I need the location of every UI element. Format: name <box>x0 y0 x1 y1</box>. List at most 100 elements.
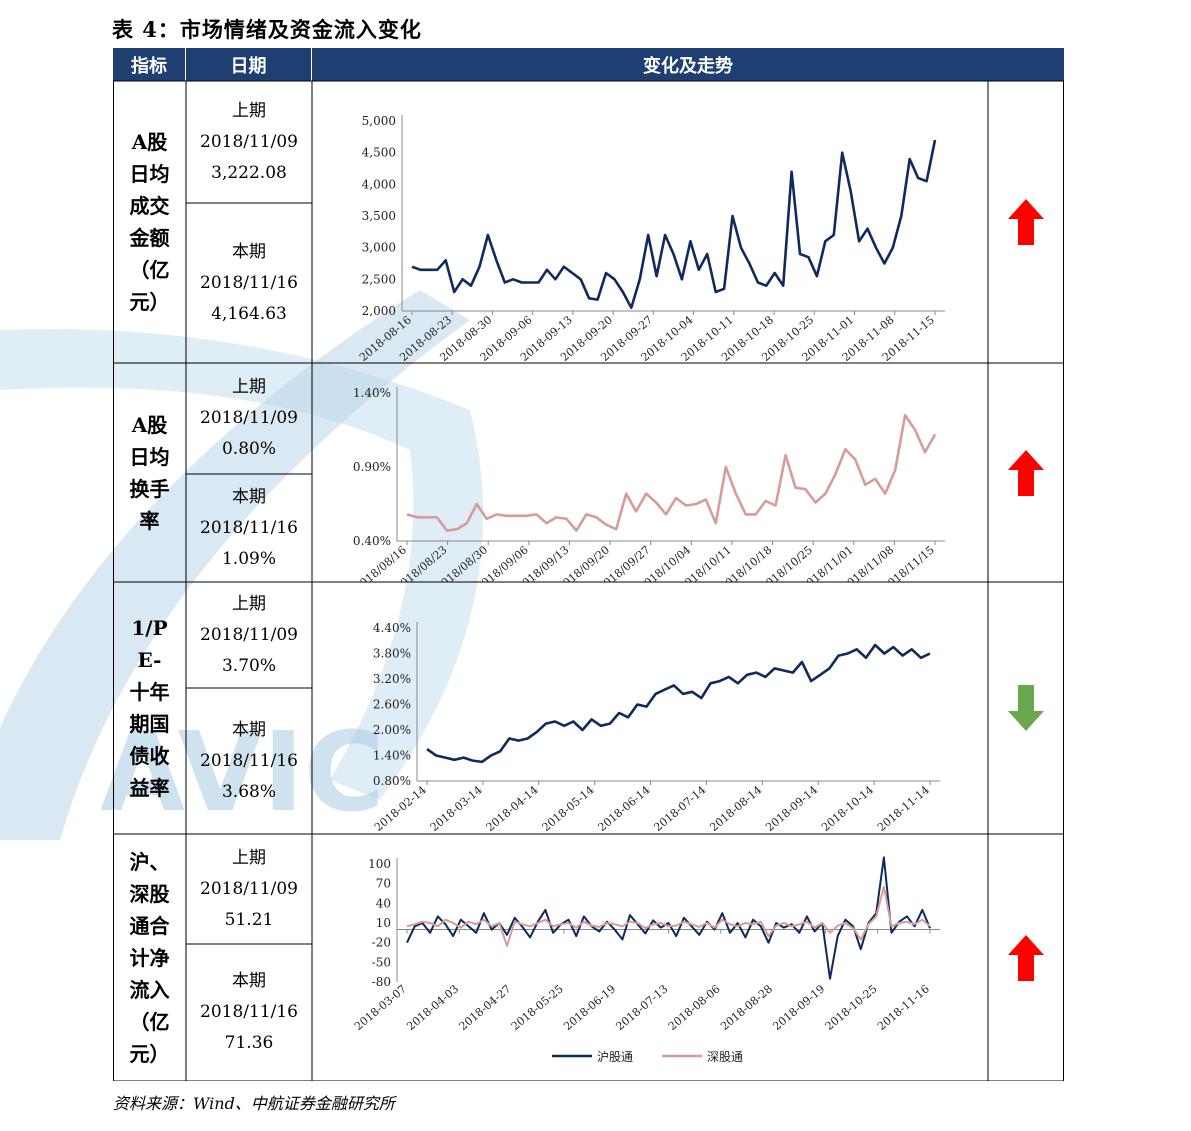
x-tick-label: 2018-08-06 <box>666 982 723 1033</box>
x-tick-label: 2018-02-14 <box>372 783 429 834</box>
x-tick-label: 2018-04-14 <box>484 783 541 834</box>
indicator-pe-spread: 1/PE-十年期国债收益率 <box>129 616 170 800</box>
table-title: 表 4：市场情绪及资金流入变化 <box>112 17 422 42</box>
prev-value: 51.21 <box>224 909 274 930</box>
y-tick-label: 0.80% <box>373 774 411 788</box>
header-trend: 变化及走势 <box>312 48 1064 81</box>
y-tick-label: 4,500 <box>362 146 396 160</box>
table-grid <box>113 80 1064 1081</box>
curr-label: 本期 <box>232 241 266 262</box>
x-tick-label: 2018-09-19 <box>770 982 827 1033</box>
prev-value: 3.70% <box>221 655 276 676</box>
prev-date: 2018/11/09 <box>200 878 298 899</box>
x-tick-label: 2018-10-14 <box>819 783 876 834</box>
source-note: 资料来源：Wind、中航证券金融研究所 <box>113 1094 395 1113</box>
arrow-up-shape <box>1008 449 1044 496</box>
trend-up-arrow-icon <box>1008 199 1044 245</box>
x-tick-label: 2018-05-25 <box>509 982 566 1033</box>
prev-value: 0.80% <box>221 439 276 459</box>
x-tick-label: 2018-04-03 <box>404 982 461 1033</box>
indicator-turnover: A股日均成交金额（亿元） <box>129 130 170 314</box>
prev-period-pe: 上期 2018/11/09 3.70% <box>186 582 312 688</box>
curr-date: 2018/11/16 <box>200 1002 298 1022</box>
prev-label: 上期 <box>232 377 266 397</box>
chart-northbound-net-inflow: 100704010-20-50-802018-03-072018-04-0320… <box>352 856 940 1064</box>
prev-date: 2018/11/09 <box>200 624 298 645</box>
prev-label: 上期 <box>232 593 266 614</box>
x-tick-label: 2018-06-14 <box>596 783 653 834</box>
curr-date: 2018/11/16 <box>200 272 298 293</box>
series-line <box>411 139 937 310</box>
curr-value: 3.68% <box>221 781 276 802</box>
curr-label: 本期 <box>232 971 266 991</box>
x-tick-label: 2018/08/16 <box>352 543 409 582</box>
prev-label: 上期 <box>232 847 266 868</box>
chart-turnover-amount: 5,0004,5004,0003,5003,0002,5002,0002018-… <box>357 114 945 363</box>
curr-period-pe: 本期 2018/11/16 3.68% <box>186 688 312 834</box>
watermark-text: AVIC <box>100 708 384 836</box>
y-tick-label: 2,000 <box>362 304 396 318</box>
series-line <box>406 856 931 980</box>
prev-period-flow: 上期 2018/11/09 51.21 <box>186 834 312 944</box>
trend-arrow-cell-1 <box>988 363 1064 582</box>
x-tick-label: 2018-08-28 <box>718 982 775 1033</box>
trend-down-arrow-icon <box>1008 685 1044 731</box>
legend-label: 沪股通 <box>597 1050 633 1064</box>
watermark-logo: AVIC <box>0 290 484 840</box>
curr-label: 本期 <box>232 719 266 740</box>
y-tick-label: 2.60% <box>373 698 411 712</box>
series-line <box>426 643 931 764</box>
y-tick-label: 3.20% <box>373 672 411 686</box>
y-tick-label: 0.40% <box>353 534 391 548</box>
x-tick-label: 2018-08-14 <box>707 783 764 834</box>
y-tick-label: 0.90% <box>353 460 391 474</box>
y-tick-label: 3.80% <box>373 647 411 661</box>
prev-period-rate: 上期 2018/11/09 0.80% <box>186 363 312 474</box>
y-tick-label: -20 <box>372 936 391 950</box>
curr-period-rate: 本期 2018/11/16 1.09% <box>186 474 312 582</box>
header-indicator: 指标 <box>113 48 186 81</box>
x-tick-label: 2018-11-16 <box>875 982 932 1033</box>
y-tick-label: 10 <box>376 916 391 930</box>
y-tick-label: 2.00% <box>373 723 411 737</box>
curr-date: 2018/11/16 <box>200 517 298 538</box>
y-tick-label: -50 <box>372 955 391 969</box>
y-tick-label: 100 <box>368 857 391 871</box>
x-tick-label: 2018-07-14 <box>651 783 708 834</box>
series-line <box>406 413 937 532</box>
x-tick-label: 2018-03-14 <box>428 783 485 834</box>
header-date: 日期 <box>186 48 312 81</box>
x-tick-label: 2018-07-13 <box>613 982 670 1033</box>
trend-up-arrow-icon <box>1008 449 1044 496</box>
x-tick-label: 2018-03-07 <box>352 982 409 1033</box>
curr-value: 1.09% <box>221 548 276 569</box>
trend-arrow-cell-0 <box>988 81 1064 363</box>
y-tick-label: 4.40% <box>373 621 411 635</box>
curr-period-flow: 本期 2018/11/16 71.36 <box>186 944 312 1081</box>
y-tick-label: 4,000 <box>362 177 396 191</box>
prev-date: 2018/11/09 <box>200 131 298 152</box>
y-tick-label: 3,500 <box>362 209 396 223</box>
curr-date: 2018/11/16 <box>200 750 298 771</box>
legend-label: 深股通 <box>707 1050 743 1064</box>
curr-label: 本期 <box>232 486 266 507</box>
prev-value: 3,222.08 <box>211 162 287 183</box>
y-tick-label: 1.40% <box>373 749 411 763</box>
y-tick-label: 1.40% <box>353 386 391 400</box>
x-tick-label: 2018-11-14 <box>875 783 932 834</box>
y-tick-label: 3,000 <box>362 241 396 255</box>
arrow-down-shape <box>1008 685 1044 731</box>
prev-period-turnover: 上期 2018/11/09 3,222.08 <box>186 81 312 203</box>
x-tick-label: 2018-09-14 <box>763 783 820 834</box>
trend-arrow-cell-2 <box>988 582 1064 834</box>
trend-arrow-cell-3 <box>988 834 1064 1081</box>
x-tick-label: 2018-05-14 <box>540 783 597 834</box>
prev-date: 2018/11/09 <box>200 408 298 428</box>
y-tick-label: 2,500 <box>362 272 396 286</box>
x-tick-label: 2018-06-19 <box>561 982 618 1033</box>
indicator-turnover-rate: A股日均换手率 <box>129 412 170 533</box>
arrow-up-shape <box>1008 934 1044 981</box>
curr-value: 71.36 <box>224 1033 274 1053</box>
chart-turnover-rate: 1.40%0.90%0.40%2018/08/162018/08/232018/… <box>352 386 945 582</box>
arrow-up-shape <box>1008 199 1044 245</box>
